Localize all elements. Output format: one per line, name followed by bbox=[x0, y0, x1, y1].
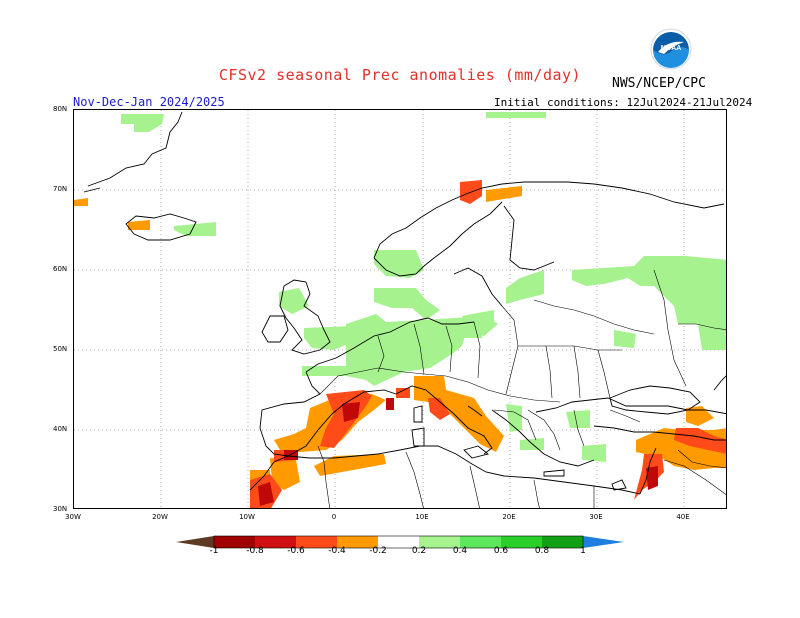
period-label: Nov-Dec-Jan 2024/2025 bbox=[73, 95, 225, 109]
lon-label: 10E bbox=[415, 513, 429, 521]
lat-label: 60N bbox=[53, 265, 68, 273]
colorbar-label: 1 bbox=[580, 546, 586, 556]
wet-anomaly-patches bbox=[121, 112, 726, 462]
logo-text: NOAA bbox=[661, 45, 682, 52]
map-frame bbox=[73, 109, 727, 509]
lat-label: 80N bbox=[53, 105, 68, 113]
lon-label: 30W bbox=[65, 513, 81, 521]
colorbar-swatch bbox=[337, 536, 378, 548]
lon-label: 30E bbox=[589, 513, 603, 521]
colorbar-swatch bbox=[542, 536, 583, 548]
colorbar-swatch bbox=[419, 536, 460, 548]
noaa-logo: NOAA bbox=[650, 28, 692, 70]
colorbar-label: 0.6 bbox=[493, 546, 509, 556]
colorbar-label: 0.2 bbox=[411, 546, 427, 556]
lon-label: 20W bbox=[152, 513, 168, 521]
colorbar-swatch bbox=[460, 536, 501, 548]
colorbar-label: 0.4 bbox=[452, 546, 468, 556]
graticule bbox=[74, 110, 726, 508]
lat-label: 70N bbox=[53, 185, 68, 193]
lon-label: 20E bbox=[502, 513, 516, 521]
lat-label: 50N bbox=[53, 345, 68, 353]
colorbar-label: -1 bbox=[209, 546, 219, 556]
colorbar-min-arrow bbox=[176, 536, 214, 548]
lon-label: 0 bbox=[331, 513, 337, 521]
lon-label: 40E bbox=[676, 513, 690, 521]
colorbar-swatch bbox=[255, 536, 296, 548]
country-borders bbox=[317, 269, 726, 508]
chart-title: CFSv2 seasonal Prec anomalies (mm/day) bbox=[218, 66, 582, 84]
colorbar bbox=[176, 535, 624, 549]
colorbar-label: 0.8 bbox=[534, 546, 550, 556]
colorbar-swatch bbox=[501, 536, 542, 548]
colorbar-label: -0.6 bbox=[287, 546, 305, 556]
coastlines bbox=[83, 111, 726, 495]
agency-label: NWS/NCEP/CPC bbox=[612, 76, 706, 91]
initial-conditions-label: Initial conditions: 12Jul2024-21Jul2024 bbox=[494, 96, 753, 109]
colorbar-swatch bbox=[296, 536, 337, 548]
lat-label: 30N bbox=[53, 505, 68, 513]
europe-map bbox=[74, 110, 726, 508]
colorbar-swatch bbox=[378, 536, 419, 548]
colorbar-swatch bbox=[214, 536, 255, 548]
colorbar-max-arrow bbox=[583, 536, 624, 548]
lat-label: 40N bbox=[53, 425, 68, 433]
colorbar-label: -0.2 bbox=[369, 546, 387, 556]
lon-label: 10W bbox=[239, 513, 255, 521]
colorbar-label: -0.8 bbox=[246, 546, 264, 556]
colorbar-label: -0.4 bbox=[328, 546, 346, 556]
